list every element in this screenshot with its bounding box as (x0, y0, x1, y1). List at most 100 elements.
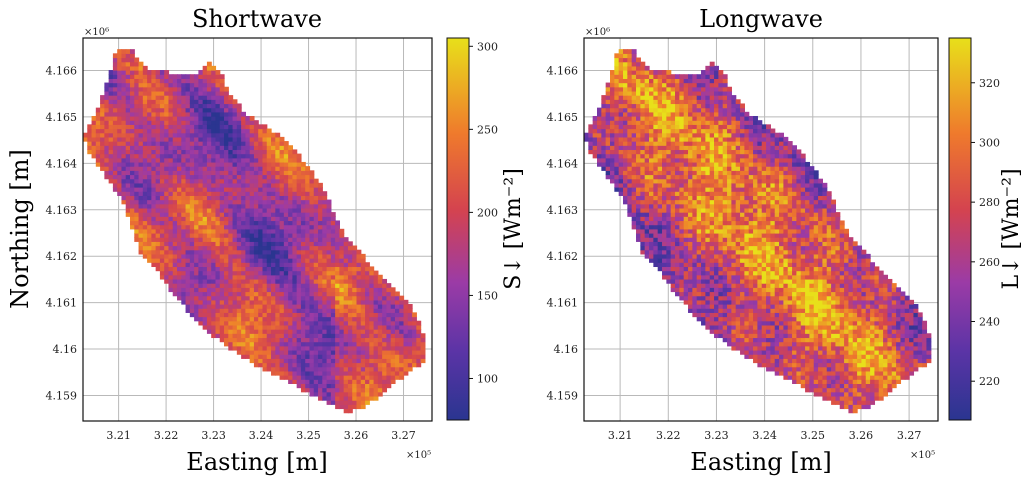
heatmap-cell (185, 124, 191, 130)
heatmap-cell (112, 182, 118, 188)
heatmap-cell (258, 245, 264, 251)
heatmap-cell (714, 278, 719, 284)
heatmap-cell (714, 132, 719, 138)
heatmap-cell (224, 287, 229, 293)
heatmap-cell (211, 212, 217, 217)
heatmap-cell (360, 341, 366, 347)
heatmap-cell (300, 283, 306, 288)
heatmap-cell (168, 86, 174, 92)
heatmap-cell (709, 107, 715, 113)
heatmap-cell (164, 145, 170, 151)
heatmap-cell (722, 153, 728, 159)
heatmap-cell (189, 124, 195, 130)
heatmap-cell (189, 103, 195, 109)
heatmap-cell (318, 308, 323, 313)
heatmap-cell (112, 141, 118, 146)
heatmap-cell (322, 391, 328, 397)
heatmap-cell (249, 354, 255, 359)
heatmap-cell (168, 270, 174, 276)
heatmap-cell (679, 232, 685, 238)
heatmap-cell (382, 299, 388, 305)
heatmap-cell (701, 107, 706, 113)
heatmap-cell (112, 90, 118, 96)
heatmap-cell (386, 370, 392, 376)
heatmap-cell (232, 132, 238, 138)
heatmap-cell (318, 383, 323, 389)
heatmap-cell (709, 312, 715, 318)
heatmap-cell (369, 370, 375, 376)
heatmap-cell (709, 195, 715, 201)
heatmap-cell (134, 187, 140, 192)
heatmap-cell (601, 107, 607, 113)
heatmap-cell (121, 111, 127, 117)
heatmap-cell (601, 95, 607, 100)
heatmap-cell (322, 333, 328, 339)
heatmap-cell (288, 320, 293, 326)
heatmap-cell (326, 375, 332, 380)
heatmap-cell (313, 387, 319, 393)
heatmap-cell (181, 82, 187, 88)
heatmap-cell (644, 111, 650, 117)
heatmap-cell (701, 216, 706, 222)
heatmap-cell (266, 312, 272, 318)
heatmap-cell (219, 274, 225, 280)
heatmap-cell (614, 111, 620, 117)
heatmap-cell (249, 249, 255, 255)
heatmap-cell (258, 278, 264, 284)
heatmap-cell (198, 128, 204, 134)
heatmap-cell (386, 308, 392, 313)
heatmap-cell (347, 278, 353, 284)
heatmap-cell (125, 145, 131, 151)
heatmap-cell (211, 157, 217, 163)
heatmap-cell (271, 161, 276, 167)
heatmap-cell (343, 299, 349, 305)
heatmap-cell (253, 212, 259, 217)
heatmap-cell (692, 86, 698, 92)
heatmap-cell (597, 149, 602, 155)
heatmap-cell (262, 241, 268, 247)
heatmap-cell (125, 90, 131, 96)
heatmap-cell (189, 99, 195, 105)
heatmap-cell (91, 136, 97, 142)
heatmap-cell (108, 141, 114, 146)
heatmap-cell (202, 237, 208, 242)
heatmap-cell (245, 166, 251, 171)
heatmap-cell (692, 278, 698, 284)
heatmap-cell (701, 153, 706, 159)
heatmap-cell (666, 99, 672, 105)
heatmap-cell (241, 354, 246, 359)
heatmap-cell (236, 253, 242, 259)
heatmap-cell (112, 74, 118, 79)
heatmap-cell (189, 249, 195, 255)
heatmap-cell (288, 199, 293, 205)
heatmap-cell (696, 270, 702, 276)
heatmap-cell (313, 253, 319, 259)
heatmap-cell (117, 61, 123, 67)
heatmap-cell (722, 128, 728, 134)
heatmap-cell (313, 337, 319, 343)
heatmap-cell (709, 111, 715, 117)
heatmap-cell (159, 174, 165, 180)
heatmap-cell (100, 153, 105, 159)
heatmap-cell (675, 136, 680, 142)
heatmap-cell (172, 249, 178, 255)
heatmap-cell (125, 95, 131, 100)
heatmap-cell (236, 308, 242, 313)
heatmap-cell (627, 182, 633, 188)
heatmap-cell (168, 228, 174, 234)
heatmap-cell (288, 270, 293, 276)
heatmap-cell (253, 241, 259, 247)
heatmap-cell (365, 354, 370, 359)
heatmap-cell (266, 170, 272, 176)
heatmap-cell (258, 308, 264, 313)
heatmap-cell (168, 274, 174, 280)
heatmap-cell (300, 291, 306, 297)
heatmap-cell (692, 132, 698, 138)
heatmap-cell (326, 258, 332, 263)
heatmap-cell (709, 299, 715, 305)
heatmap-cell (330, 345, 336, 351)
heatmap-cell (330, 241, 336, 247)
heatmap-cell (305, 232, 311, 238)
x-tick-labels: 3.21 3.22 3.23 3.24 3.25 3.26 3.27 (106, 429, 415, 442)
heatmap-cell (155, 249, 161, 255)
